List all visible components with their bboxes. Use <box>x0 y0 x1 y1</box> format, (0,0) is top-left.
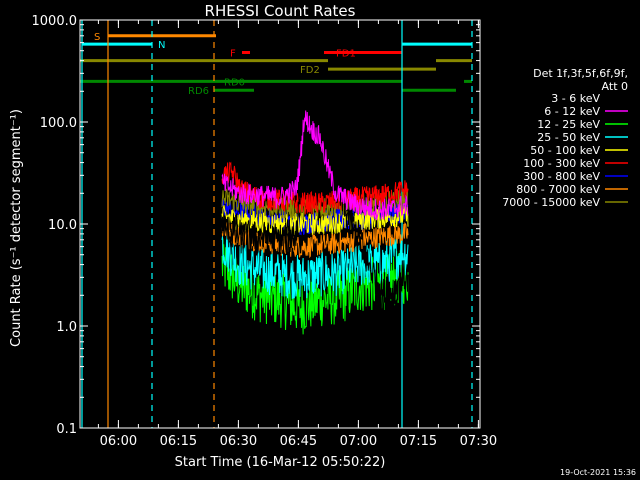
vertical-markers <box>81 20 473 428</box>
legend-header: Det 1f,3f,5f,6f,9f, <box>533 67 628 80</box>
legend-label: 25 - 50 keV <box>537 131 600 144</box>
legend-label: 50 - 100 keV <box>530 144 600 157</box>
flag-label: RD6 <box>188 86 209 97</box>
legend-label: 6 - 12 keV <box>544 105 600 118</box>
flag-label: RD0 <box>224 77 245 88</box>
x-tick-label: 07:00 <box>340 434 377 449</box>
legend-label: 3 - 6 keV <box>551 92 600 105</box>
y-axis-label: Count Rate (s⁻¹ detector segment⁻¹) <box>9 109 24 347</box>
x-tick-label: 06:15 <box>160 434 197 449</box>
instrument-flags: S N F FD1 FD2 RD0 RD6 <box>80 32 472 97</box>
x-tick-label: 07:15 <box>400 434 437 449</box>
flag-label: FD1 <box>336 49 356 60</box>
x-tick-label: 06:00 <box>100 434 137 449</box>
flag-label: F <box>230 49 236 60</box>
legend-label: 300 - 800 keV <box>523 170 600 183</box>
x-axis-label: Start Time (16-Mar-12 05:50:22) <box>175 455 386 470</box>
legend-label: 800 - 7000 keV <box>516 183 600 196</box>
series-line <box>221 231 409 299</box>
timestamp: 19-Oct-2021 15:36 <box>560 468 636 477</box>
series-line <box>221 161 409 215</box>
chart-title: RHESSI Count Rates <box>205 2 356 20</box>
data-series <box>221 110 409 335</box>
x-tick-label: 06:45 <box>280 434 317 449</box>
y-tick-label: 0.1 <box>56 422 77 437</box>
y-tick-label: 1.0 <box>56 320 77 335</box>
legend-label: 100 - 300 keV <box>523 157 600 170</box>
y-tick-label: 100.0 <box>40 116 77 131</box>
flag-label: N <box>158 40 165 51</box>
flag-label: S <box>94 32 100 43</box>
series-line <box>221 110 409 221</box>
series-line <box>221 113 409 314</box>
legend-header: Att 0 <box>602 80 628 93</box>
legend-label: 7000 - 15000 keV <box>502 196 600 209</box>
y-tick-label: 1000.0 <box>32 14 78 29</box>
axes: 06:00 06:15 06:30 06:45 07:00 07:15 07:30 1000.… <box>32 14 498 449</box>
flag-label: FD2 <box>300 65 320 76</box>
y-tick-label: 10.0 <box>48 218 77 233</box>
legend-label: 12 - 25 keV <box>537 118 600 131</box>
x-tick-label: 07:30 <box>460 434 497 449</box>
x-tick-label: 06:30 <box>220 434 257 449</box>
